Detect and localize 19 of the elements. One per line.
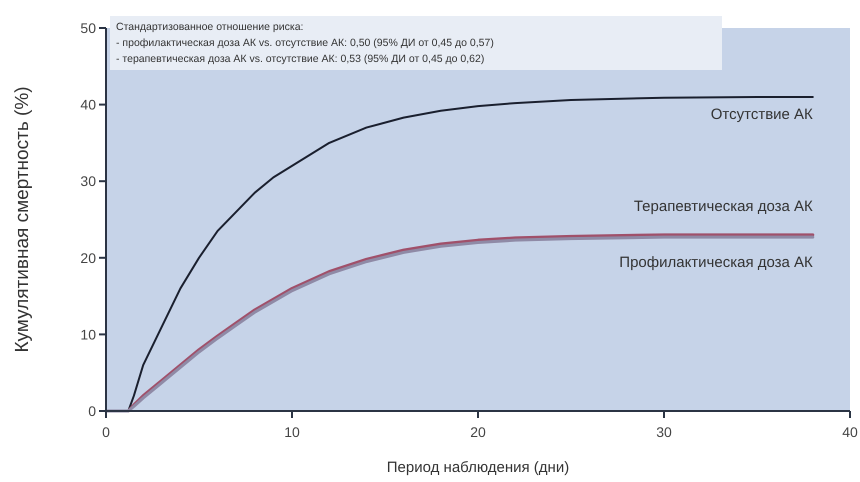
- y-tick-label: 0: [88, 403, 96, 419]
- x-tick-label: 40: [842, 424, 858, 440]
- y-tick-label: 10: [80, 326, 96, 342]
- series-label: Отсутствие АК: [710, 106, 814, 123]
- y-tick-label: 20: [80, 250, 96, 266]
- y-tick-label: 50: [80, 20, 96, 36]
- series-label: Профилактическая доза АК: [619, 254, 814, 272]
- annotation: - терапевтическая доза АК vs. отсутствие АК: 0,53 (95% ДИ от 0,45 до 0,62): [116, 53, 484, 65]
- series-label: Терапевтическая доза АК: [634, 198, 814, 215]
- y-tick-label: 30: [80, 173, 96, 190]
- x-tick-label: 0: [102, 424, 110, 440]
- y-axis-title: Кумулятивная смертность (%): [12, 86, 33, 353]
- x-tick-label: 30: [656, 424, 672, 440]
- x-tick-label: 10: [284, 424, 300, 440]
- annotation: Стандартизованное отношение риска:: [116, 21, 304, 33]
- annotation: - профилактическая доза АК vs. отсутствие АК: 0,50 (95% ДИ от 0,45 до 0,57): [116, 37, 494, 49]
- x-axis-title: Период наблюдения (дни): [386, 459, 570, 476]
- y-tick-label: 40: [80, 96, 96, 113]
- x-tick-label: 20: [470, 424, 486, 440]
